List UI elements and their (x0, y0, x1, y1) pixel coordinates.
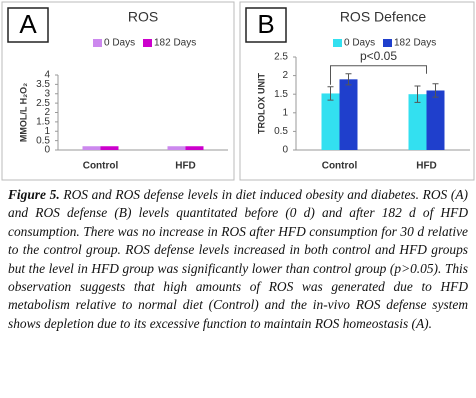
y-tick-label: 2.5 (36, 98, 50, 109)
caption-text: ROS and ROS defense levels in diet induc… (8, 187, 468, 331)
y-tick-label: 3.5 (36, 79, 50, 90)
chart-title: ROS Defence (340, 9, 427, 25)
bar (339, 79, 358, 150)
annotation: p<0.05 (360, 49, 397, 63)
panel-label: A (19, 9, 37, 39)
panel-frame (1, 1, 235, 181)
legend-label: 0 Days (104, 38, 135, 49)
y-tick-label: 2 (44, 107, 50, 118)
y-tick-label: 4 (44, 70, 50, 81)
caption: Figure 5. ROS and ROS defense levels in … (8, 186, 468, 333)
y-tick-label: 1.5 (274, 89, 288, 100)
panel-frame (239, 1, 475, 181)
y-tick-label: 2.5 (274, 52, 288, 63)
legend-label: 0 Days (344, 38, 375, 49)
legend-swatch (143, 39, 152, 47)
bar (408, 94, 427, 150)
bar (100, 146, 119, 150)
y-axis-label: TROLOX UNIT (256, 73, 266, 134)
error-bar (345, 73, 352, 86)
error-bar (414, 85, 421, 103)
y-tick-label: 1.5 (36, 117, 50, 128)
panel-label-box (7, 7, 49, 43)
y-tick-label: 3 (44, 88, 50, 99)
y-tick-label: 2 (282, 70, 288, 81)
panel-label-box (245, 7, 287, 43)
bar (167, 146, 186, 150)
legend-swatch (93, 39, 102, 47)
x-tick-label: HFD (416, 161, 437, 172)
x-tick-label: HFD (175, 161, 196, 172)
y-tick-label: 0 (282, 145, 288, 156)
chart-title: ROS (128, 9, 158, 25)
error-bar (327, 86, 334, 101)
legend-label: 182 Days (394, 38, 436, 49)
bar (185, 146, 204, 150)
caption-label: Figure 5. (8, 187, 60, 202)
y-tick-label: 1 (282, 107, 288, 118)
panel-label: B (257, 9, 274, 39)
x-tick-label: Control (322, 161, 358, 172)
legend-swatch (333, 39, 342, 47)
y-axis-label: MMOL/L H₂O₂ (18, 83, 28, 142)
x-tick-label: Control (83, 161, 119, 172)
bar (426, 90, 445, 150)
legend-swatch (383, 39, 392, 47)
bar (321, 93, 340, 150)
legend-label: 182 Days (154, 38, 196, 49)
error-bar (432, 83, 439, 98)
bar (82, 146, 101, 150)
y-tick-label: 0 (44, 145, 50, 156)
y-tick-label: 1 (44, 126, 50, 137)
y-tick-label: 0.5 (36, 135, 50, 146)
significance-bracket (330, 65, 427, 85)
y-tick-label: 0.5 (274, 126, 288, 137)
